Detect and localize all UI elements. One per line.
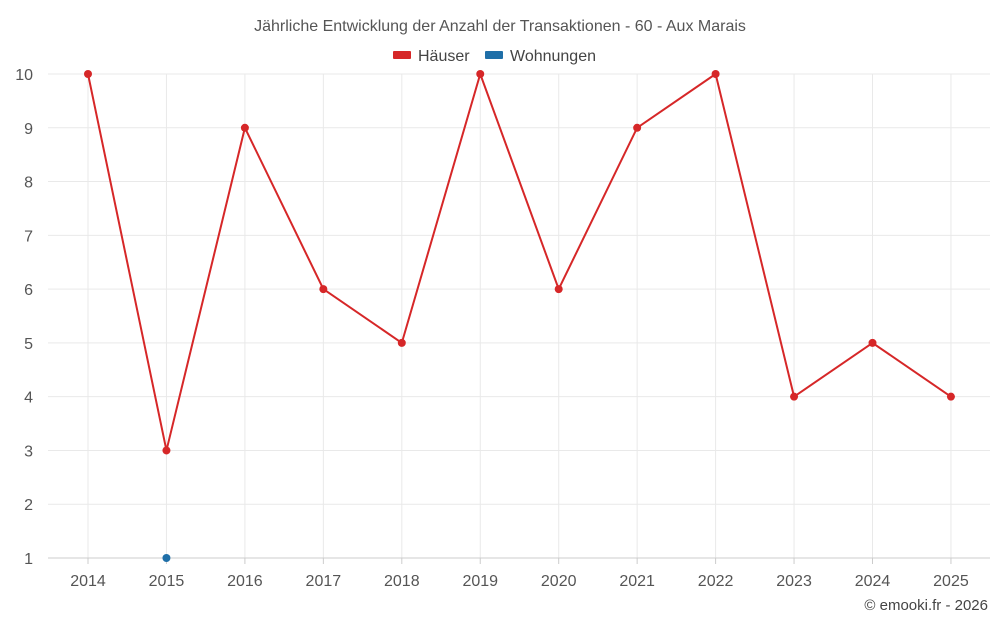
- x-tick-label: 2021: [619, 573, 655, 590]
- axes: 1 2 3 4 5 6 7 8 9 10 2014 2015 2016 2017 2018 2019 2020 2…: [15, 67, 990, 590]
- legend-label-wohnungen: Wohnungen: [510, 48, 596, 65]
- x-tick-label: 2017: [306, 573, 342, 590]
- y-tick-label: 5: [24, 336, 33, 353]
- chart-title: Jährliche Entwicklung der Anzahl der Tra…: [254, 18, 746, 35]
- data-point-haeuser-2022[interactable]: [711, 70, 720, 78]
- legend-item-wohnungen[interactable]: Wohnungen: [485, 48, 596, 65]
- data-point-haeuser-2019[interactable]: [476, 70, 485, 78]
- x-tick-label: 2023: [776, 573, 812, 590]
- y-tick-label: 8: [24, 175, 33, 192]
- y-tick-label: 10: [15, 67, 33, 84]
- legend[interactable]: Häuser Wohnungen: [393, 48, 596, 65]
- y-tick-label: 9: [24, 121, 33, 138]
- y-tick-label: 2: [24, 497, 33, 514]
- data-point-haeuser-2018[interactable]: [397, 338, 406, 347]
- data-point-haeuser-2016[interactable]: [240, 123, 249, 132]
- series-line-haeuser: [87, 73, 952, 452]
- credit-text: © emooki.fr - 2026: [864, 597, 988, 614]
- x-tick-label: 2020: [541, 573, 577, 590]
- data-point-haeuser-2024[interactable]: [868, 338, 877, 347]
- y-tick-label: 7: [24, 228, 33, 245]
- x-tick-label: 2019: [462, 573, 498, 590]
- data-point-haeuser-2017[interactable]: [319, 285, 328, 294]
- series-haeuser: [84, 70, 955, 455]
- data-point-haeuser-2015[interactable]: [162, 446, 171, 455]
- grid: [48, 73, 990, 558]
- legend-swatch-wohnungen: [485, 51, 503, 59]
- y-tick-label: 3: [24, 443, 33, 460]
- series-wohnungen: [162, 554, 171, 562]
- data-point-wohnungen-2015[interactable]: [162, 554, 171, 562]
- y-tick-label: 6: [24, 282, 33, 299]
- data-point-haeuser-2023[interactable]: [790, 392, 799, 401]
- y-tick-label: 1: [24, 551, 33, 568]
- legend-item-haeuser[interactable]: Häuser: [393, 48, 470, 65]
- series: [84, 70, 955, 562]
- data-point-haeuser-2021[interactable]: [633, 123, 642, 132]
- data-point-haeuser-2014[interactable]: [84, 70, 92, 78]
- legend-label-haeuser: Häuser: [418, 48, 470, 65]
- x-tick-label: 2015: [149, 573, 185, 590]
- legend-swatch-haeuser: [393, 51, 411, 59]
- y-tick-label: 4: [24, 390, 33, 407]
- data-point-haeuser-2025[interactable]: [946, 392, 955, 401]
- x-tick-label: 2025: [933, 573, 969, 590]
- x-tick-label: 2022: [698, 573, 734, 590]
- x-tick-label: 2014: [70, 573, 106, 590]
- x-tick-label: 2016: [227, 573, 263, 590]
- data-point-haeuser-2020[interactable]: [554, 285, 563, 294]
- x-tick-label: 2024: [855, 573, 891, 590]
- x-tick-label: 2018: [384, 573, 420, 590]
